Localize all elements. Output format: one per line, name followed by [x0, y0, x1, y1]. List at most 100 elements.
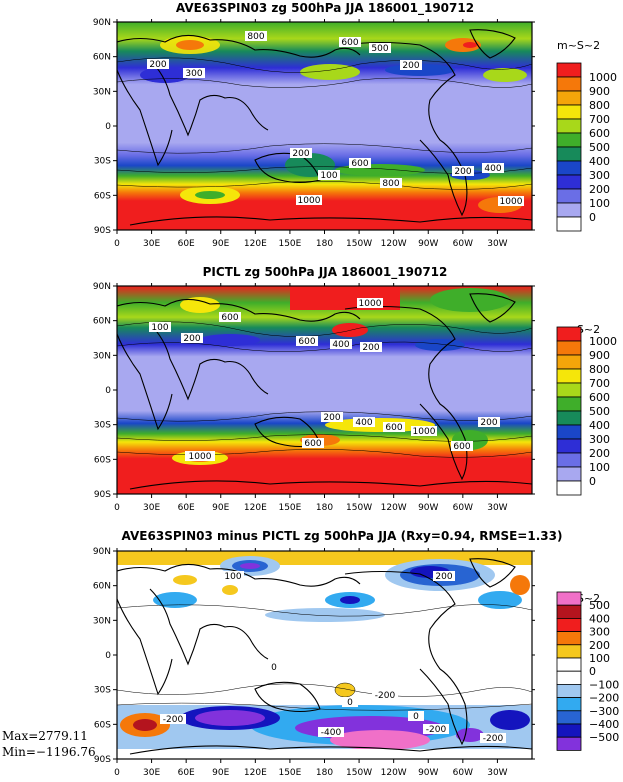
colorbar-label: 500 — [589, 141, 610, 154]
colorbar-swatch — [556, 452, 582, 468]
svg-text:200: 200 — [323, 413, 340, 423]
colorbar-label: −100 — [589, 678, 619, 691]
contour-label: 200 — [290, 148, 312, 159]
panel1-unit-label: m~S~2 — [557, 39, 600, 52]
contour-label: 200 — [321, 412, 343, 423]
y-tick-label: 30S — [94, 686, 111, 696]
colorbar-label: 900 — [589, 85, 610, 98]
y-tick-label: 60N — [93, 582, 111, 592]
panel2-title: PICTL zg 500hPa JJA 186001_190712 — [203, 265, 448, 280]
contour-label: 0 — [266, 662, 282, 673]
contour-label: 100 — [318, 170, 340, 181]
contour-label: -200 — [423, 724, 449, 735]
svg-text:400: 400 — [355, 418, 372, 428]
colorbar-label: 300 — [589, 169, 610, 182]
x-tick-label: 30W — [487, 768, 507, 778]
panel1-contour-labels: 800 600 500 200 300 200 200 100 600 800 … — [147, 31, 524, 207]
contour-label: -400 — [318, 727, 344, 738]
panel-pictl: PICTL zg 500hPa JJA 186001_190712 — [93, 265, 617, 513]
x-tick-label: 0 — [114, 768, 120, 778]
contour-label: 200 — [433, 571, 455, 582]
svg-text:1000: 1000 — [500, 197, 523, 207]
colorbar-swatch — [556, 396, 582, 412]
x-tick-label: 120W — [381, 768, 407, 778]
colorbar-swatch — [556, 202, 582, 218]
colorbar-swatch — [556, 146, 582, 162]
colorbar-swatch — [556, 326, 582, 342]
x-tick-label: 30W — [487, 503, 507, 513]
svg-text:100: 100 — [151, 323, 168, 333]
colorbar-swatch — [556, 697, 582, 712]
y-tick-label: 60S — [94, 720, 111, 730]
colorbar-label: 200 — [589, 447, 610, 460]
svg-text:600: 600 — [298, 337, 315, 347]
contour-label: -200 — [480, 733, 506, 744]
contour-label: -200 — [160, 714, 186, 725]
colorbar-label: −300 — [589, 705, 619, 718]
colorbar-swatch — [556, 424, 582, 440]
colorbar-label: 300 — [589, 626, 610, 639]
colorbar-swatch — [556, 723, 582, 738]
colorbar-swatch — [556, 354, 582, 370]
colorbar-label: 700 — [589, 377, 610, 390]
colorbar-label: 700 — [589, 113, 610, 126]
x-tick-label: 0 — [114, 503, 120, 513]
x-tick-label: 150E — [278, 239, 301, 249]
colorbar-swatch — [556, 174, 582, 190]
colorbar-label: 0 — [589, 211, 596, 224]
contour-label: 1000 — [411, 426, 437, 437]
x-tick-label: 120E — [244, 768, 267, 778]
colorbar-label: 1000 — [589, 71, 617, 84]
svg-text:600: 600 — [351, 159, 368, 169]
svg-text:800: 800 — [382, 179, 399, 189]
panel2-axis-ticks: 0 30E 60E 90E 120E 150E 180 150W 120W 90W 60W 30W 90… — [93, 282, 535, 513]
colorbar-label: −400 — [589, 718, 619, 731]
colorbar-swatch — [556, 90, 582, 106]
x-tick-label: 150W — [346, 768, 372, 778]
svg-text:1000: 1000 — [298, 196, 321, 206]
panel-difference: AVE63SPIN03 minus PICTL zg 500hPa JJA (R… — [2, 529, 619, 778]
contour-label: 800 — [245, 31, 267, 42]
y-tick-label: 60S — [94, 191, 111, 201]
colorbar-label: 800 — [589, 99, 610, 112]
x-tick-label: 60W — [453, 768, 473, 778]
x-tick-label: 180 — [316, 768, 333, 778]
y-tick-label: 0 — [105, 122, 111, 132]
x-tick-label: 90W — [418, 503, 438, 513]
svg-text:1000: 1000 — [359, 299, 382, 309]
contour-label: 600 — [296, 336, 318, 347]
x-tick-label: 60E — [178, 239, 195, 249]
svg-text:200: 200 — [149, 60, 166, 70]
svg-text:-200: -200 — [375, 691, 396, 701]
contour-label: 400 — [353, 417, 375, 428]
colorbar-label: 400 — [589, 612, 610, 625]
colorbar-label: 100 — [589, 652, 610, 665]
contour-label: 600 — [349, 158, 371, 169]
colorbar-swatch — [556, 480, 582, 496]
svg-text:-200: -200 — [483, 734, 504, 744]
colorbar-label: 100 — [589, 461, 610, 474]
svg-text:0: 0 — [413, 712, 419, 722]
svg-text:300: 300 — [185, 69, 202, 79]
svg-text:-400: -400 — [321, 728, 342, 738]
x-tick-label: 150E — [278, 768, 301, 778]
svg-text:200: 200 — [435, 572, 452, 582]
y-tick-label: 60N — [93, 317, 111, 327]
panel3-contour-labels: 100 0 0 -200 -200 -400 0 -200 -200 200 — [160, 571, 506, 744]
x-tick-label: 120E — [244, 503, 267, 513]
y-tick-label: 90N — [93, 18, 111, 28]
contour-label: 800 — [380, 178, 402, 189]
y-tick-label: 90N — [93, 282, 111, 292]
svg-text:100: 100 — [320, 171, 337, 181]
colorbar-swatch — [556, 62, 582, 78]
colorbar-label: 600 — [589, 127, 610, 140]
x-tick-label: 60W — [453, 239, 473, 249]
x-tick-label: 30E — [143, 239, 160, 249]
svg-text:200: 200 — [402, 61, 419, 71]
colorbar-label: 0 — [589, 665, 596, 678]
svg-text:200: 200 — [183, 334, 200, 344]
y-tick-label: 60S — [94, 455, 111, 465]
